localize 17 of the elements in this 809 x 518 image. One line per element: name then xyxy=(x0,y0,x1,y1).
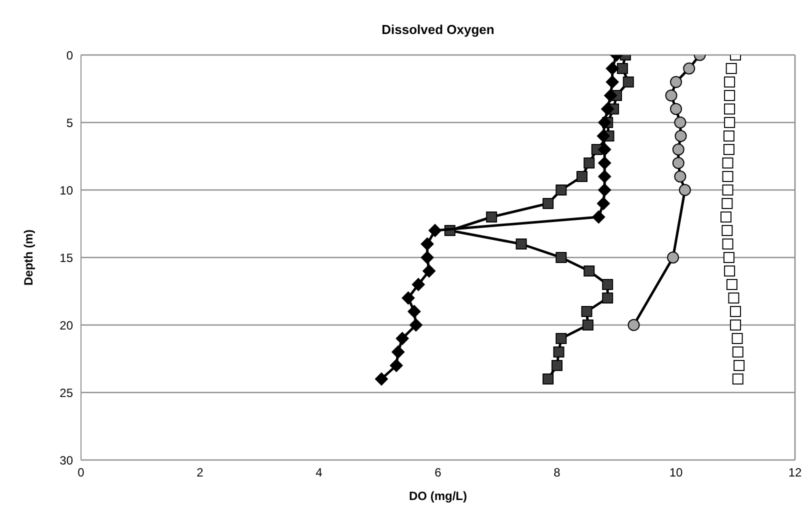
y-tick-label: 30 xyxy=(60,453,74,468)
x-tick-label: 6 xyxy=(434,466,442,480)
y-axis-title: Depth (m) xyxy=(21,230,36,286)
y-tick-label: 0 xyxy=(66,48,74,62)
y-tick-label: 15 xyxy=(60,250,74,265)
x-tick-label: 8 xyxy=(554,466,561,480)
x-tick-label: 10 xyxy=(669,466,683,480)
x-tick-label: 0 xyxy=(78,466,85,480)
x-axis-title: DO (mg/L) xyxy=(409,489,467,503)
x-tick-label: 12 xyxy=(788,466,802,480)
x-tick-label: 4 xyxy=(316,466,323,480)
y-tick-label: 25 xyxy=(60,386,74,400)
y-tick-label: 20 xyxy=(60,318,74,332)
chart-title: Dissolved Oxygen xyxy=(380,22,496,37)
y-tick-label: 5 xyxy=(66,116,74,130)
y-tick-label: 10 xyxy=(60,183,74,198)
x-tick-label: 2 xyxy=(196,466,204,480)
